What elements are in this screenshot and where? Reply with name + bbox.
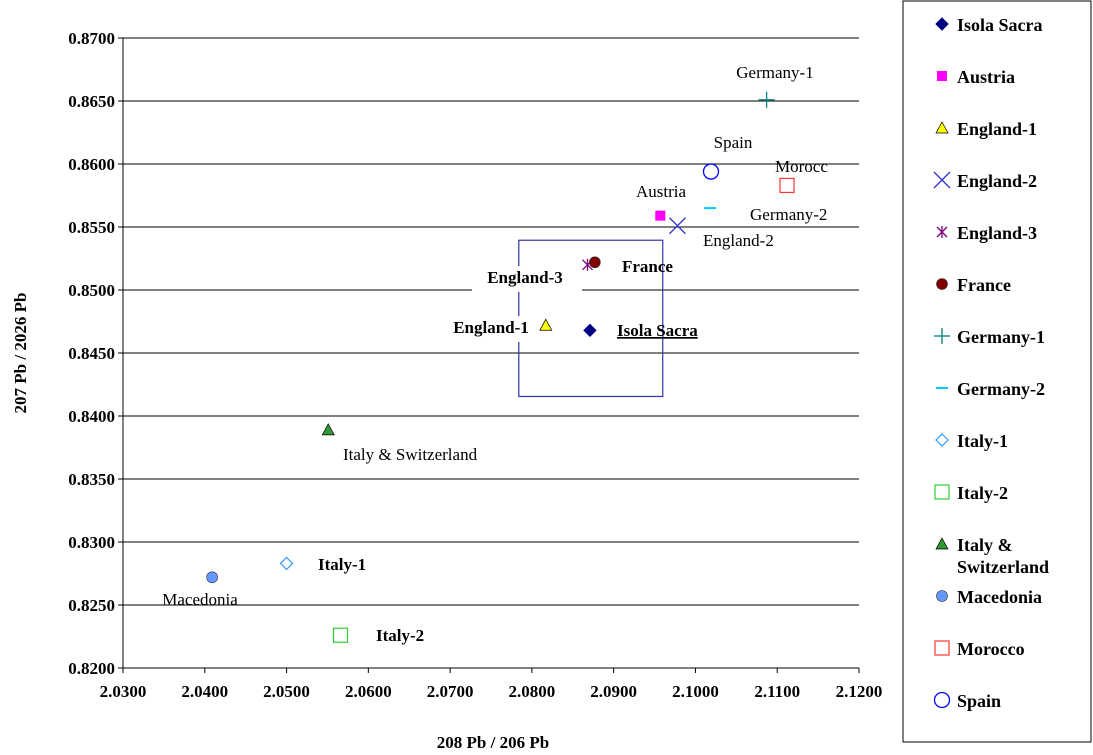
legend-label: Morocco: [957, 639, 1025, 659]
data-point: [668, 217, 686, 235]
annotation-label: Macedonia: [162, 590, 238, 609]
legend-label: England-1: [957, 119, 1037, 139]
legend-marker: [935, 433, 949, 447]
legend-frame: [902, 0, 1092, 743]
annotation-label: Austria: [636, 182, 687, 201]
legend-marker: [935, 537, 949, 550]
gridlines: [123, 37, 859, 669]
data-points: [206, 91, 795, 643]
y-tick-label: 0.8700: [68, 29, 115, 48]
data-point: [539, 318, 553, 331]
annotation-label: Italy-1: [318, 555, 366, 574]
data-point: [206, 571, 218, 584]
legend-label: Germany-2: [957, 379, 1045, 399]
data-point: [589, 256, 601, 269]
y-tick-label: 0.8350: [68, 470, 115, 489]
legend-label: England-2: [957, 171, 1037, 191]
data-point: [321, 423, 335, 436]
legend-label: Germany-1: [957, 327, 1045, 347]
legend-marker: [937, 71, 947, 81]
y-tick-labels: 0.8200 0.8250 0.8300 0.8350 0.8400 0.8450 0.85…: [68, 29, 115, 678]
legend-marker: [936, 226, 948, 238]
legend-marker: [934, 640, 950, 656]
x-tick-label: 2.0900: [590, 682, 637, 701]
legend-label: Italy-2: [957, 483, 1008, 503]
data-point: [332, 627, 349, 643]
annotation-label: Italy-2: [376, 626, 424, 645]
data-point: [655, 210, 666, 221]
y-tick-label: 0.8550: [68, 218, 115, 237]
legend-label: England-3: [957, 223, 1037, 243]
annotation-label: England-2: [703, 231, 774, 250]
legend-marker: [935, 121, 949, 134]
y-tick-label: 0.8300: [68, 533, 115, 552]
annotation-label: Isola Sacra: [617, 321, 698, 340]
legend-marker: [935, 17, 949, 31]
annotation-background: [472, 266, 582, 292]
x-tick-label: 2.0800: [509, 682, 556, 701]
x-tick-label: 2.1200: [836, 682, 883, 701]
legend-label: Italy & Switzerland: [957, 535, 1049, 577]
x-axis-title: 208 Pb / 206 Pb: [437, 733, 549, 752]
legend-label: France: [957, 275, 1011, 295]
y-tick-label: 0.8250: [68, 596, 115, 615]
annotation-label: France: [622, 257, 673, 276]
y-tick-label: 0.8400: [68, 407, 115, 426]
legend-marker: [936, 278, 948, 290]
data-point: [583, 323, 597, 338]
legend-label: Italy-1: [957, 431, 1008, 451]
y-tick-label: 0.8450: [68, 344, 115, 363]
x-tick-label: 2.0300: [100, 682, 147, 701]
x-tick-label: 2.0700: [427, 682, 474, 701]
x-tick-label: 2.0500: [263, 682, 310, 701]
data-point: [702, 163, 720, 180]
annotation-label: England-1: [453, 318, 529, 337]
x-tick-label: 2.0400: [181, 682, 228, 701]
data-point: [279, 556, 294, 571]
annotation-label: Morocc: [775, 157, 828, 176]
x-tick-label: 2.1100: [754, 682, 800, 701]
legend-marker: [934, 328, 950, 344]
y-tick-label: 0.8500: [68, 281, 115, 300]
data-point: [779, 177, 795, 194]
legend-label: Macedonia: [957, 587, 1042, 607]
legend-label: Austria: [957, 67, 1015, 87]
x-tick-labels: 2.0300 2.0400 2.0500 2.0600 2.0700 2.0800 2.09…: [100, 682, 883, 701]
annotation-label: Spain: [714, 133, 753, 152]
annotation-label: Italy & Switzerland: [343, 445, 478, 464]
point-annotations: Germany-1 Spain Morocc Austria Germany-2 Engl…: [162, 63, 828, 645]
annotation-label: England-3: [487, 268, 563, 287]
annotation-label: Germany-2: [750, 205, 827, 224]
plot-frame: [118, 37, 860, 673]
legend-marker: [933, 691, 951, 709]
x-tick-label: 2.1000: [672, 682, 719, 701]
y-axis-title: 207 Pb / 2026 Pb: [11, 293, 30, 414]
legend-label: Spain: [957, 691, 1001, 711]
legend-marker: [936, 590, 948, 602]
y-tick-label: 0.8600: [68, 155, 115, 174]
legend-marker: [933, 171, 951, 189]
x-tick-label: 2.0600: [345, 682, 392, 701]
legend-label: Isola Sacra: [957, 15, 1043, 35]
y-tick-label: 0.8650: [68, 92, 115, 111]
annotation-label: Germany-1: [736, 63, 813, 82]
annotation-background: [440, 316, 542, 342]
data-point: [758, 91, 775, 108]
legend: Isola Sacra Austria England-1 England-2 Engl…: [902, 0, 1092, 743]
y-tick-label: 0.8200: [68, 659, 115, 678]
legend-marker: [934, 484, 950, 500]
